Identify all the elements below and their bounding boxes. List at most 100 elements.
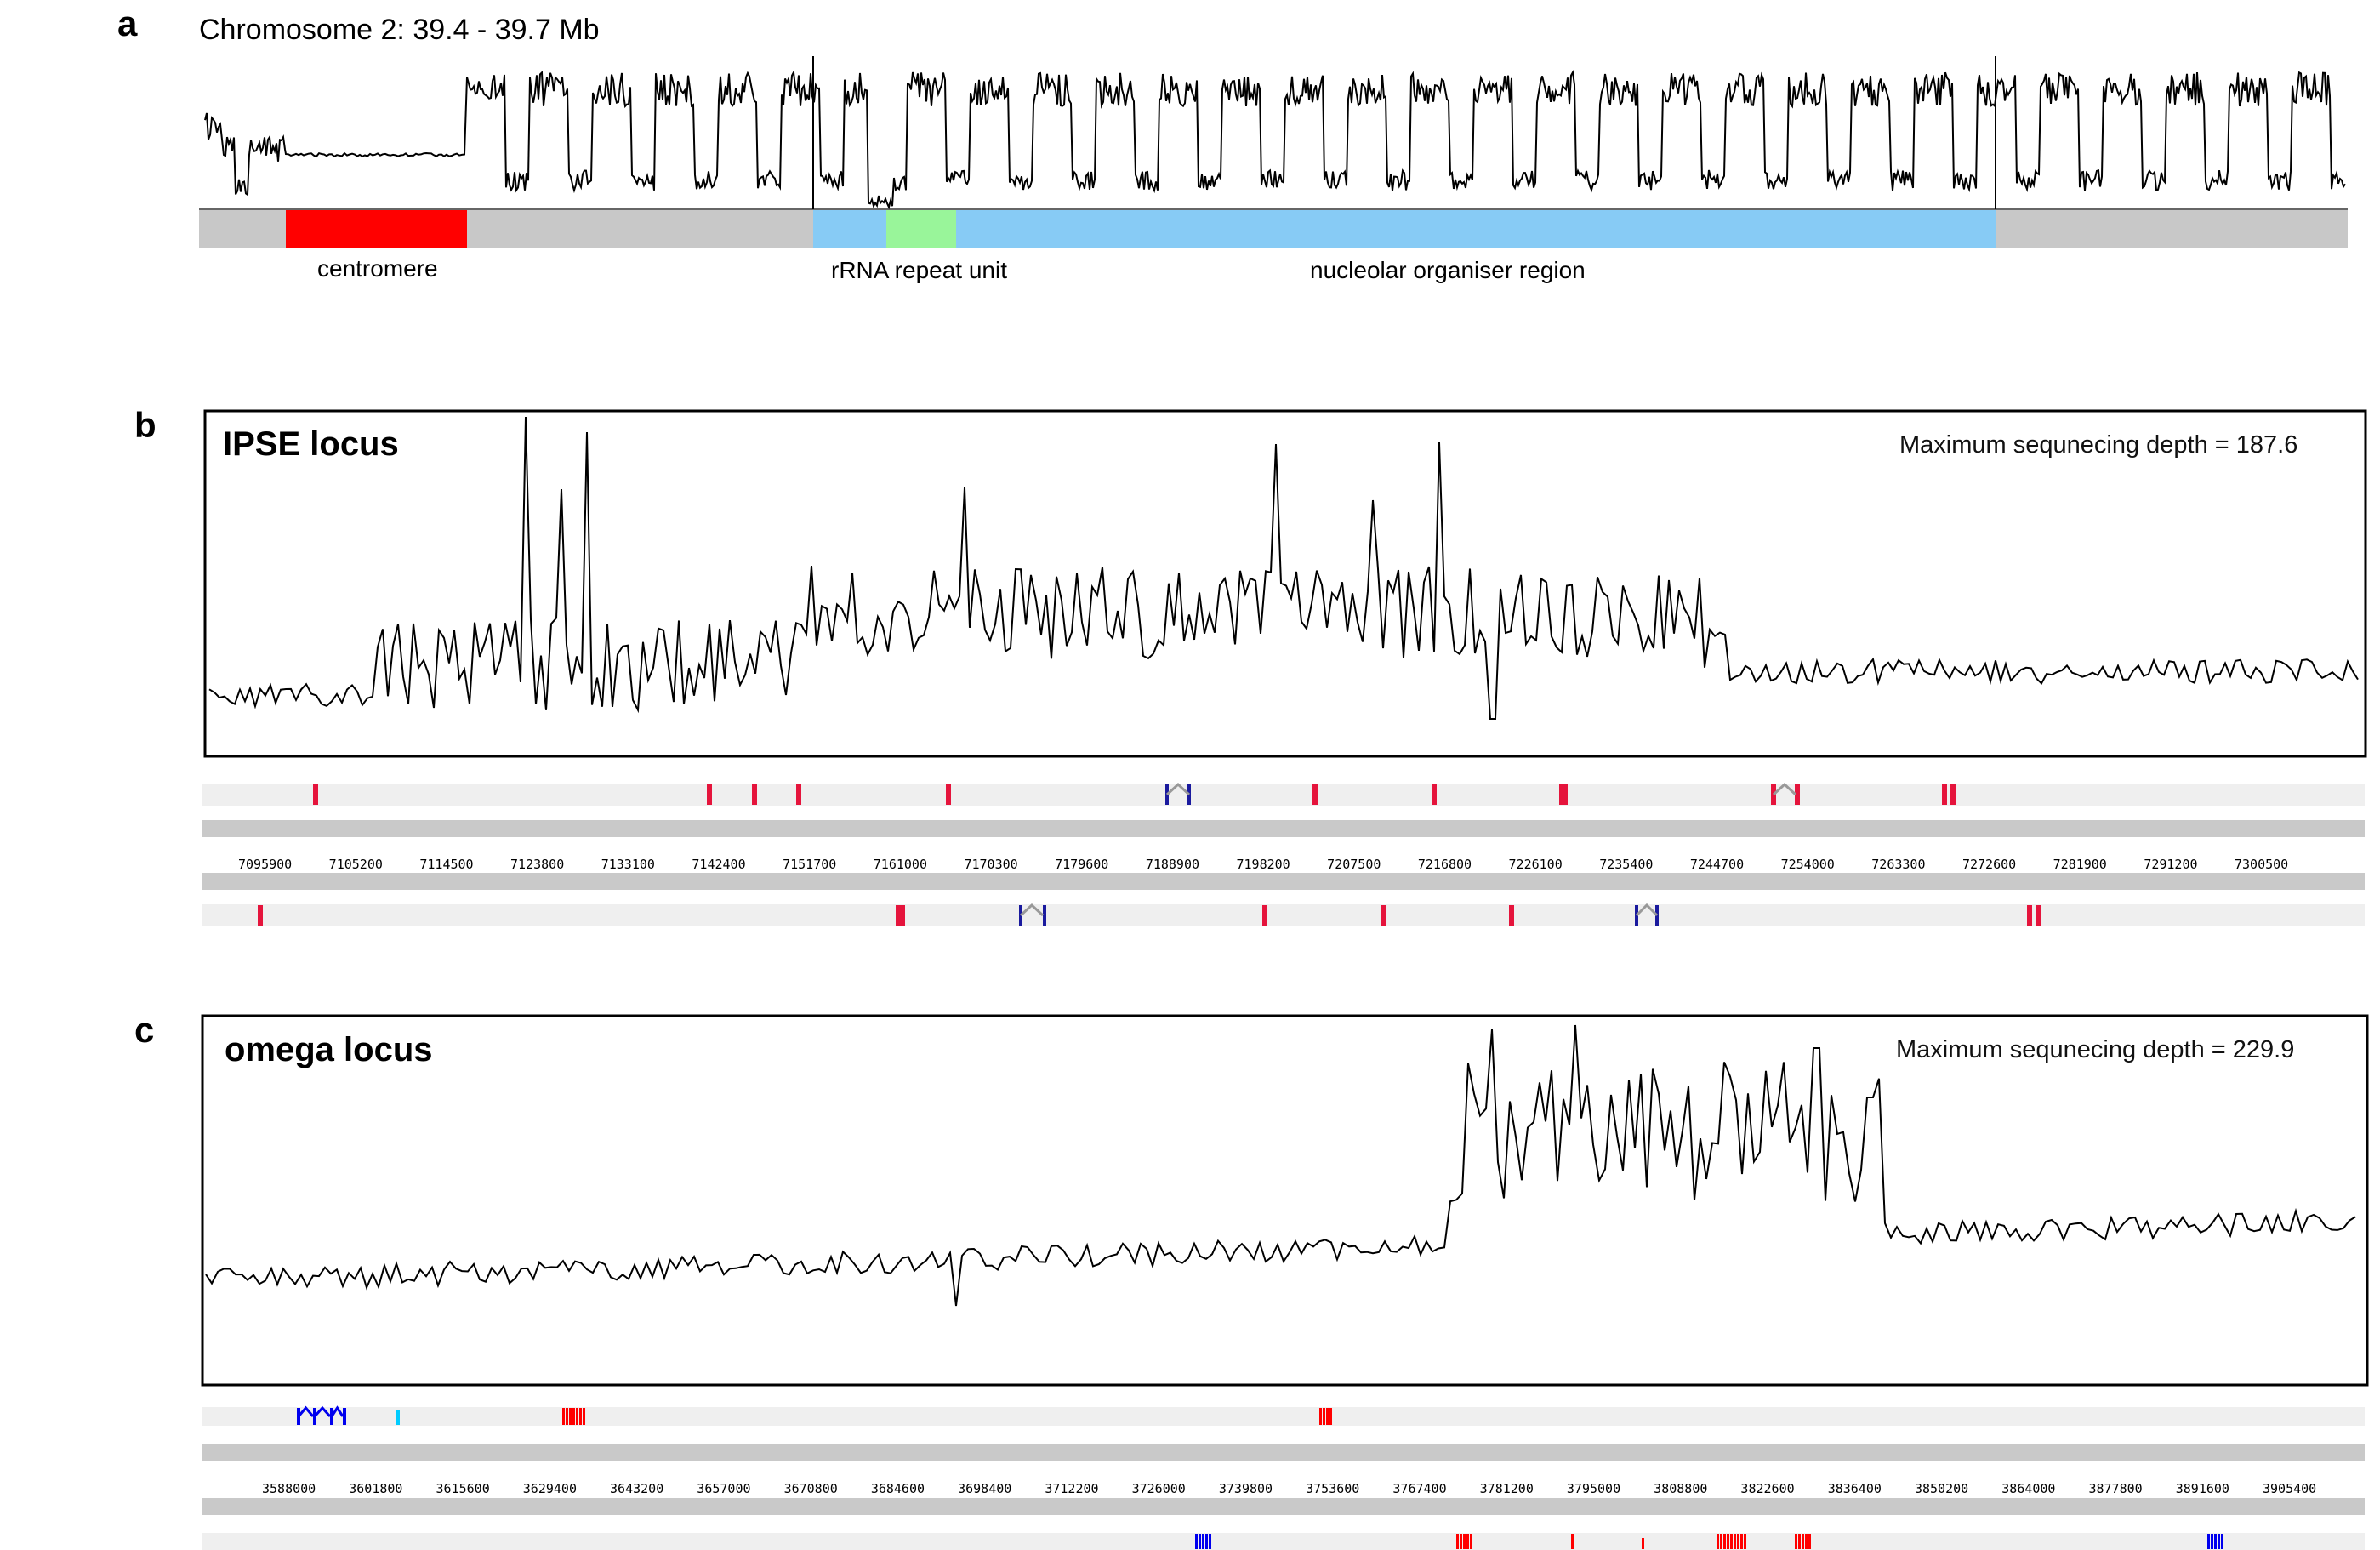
gene-exon — [2214, 1534, 2217, 1549]
omega-gene-track-bottom — [202, 1533, 2365, 1550]
rrna-unit-region — [886, 209, 956, 248]
ipse-tick-label: 7105200 — [328, 857, 383, 872]
omega-tick-label: 3643200 — [610, 1481, 664, 1496]
omega-tick-label: 3850200 — [1914, 1481, 1969, 1496]
ipse-tick-label: 7207500 — [1327, 857, 1381, 872]
omega-tick-label: 3781200 — [1479, 1481, 1534, 1496]
omega-gene-track-top — [202, 1407, 2365, 1426]
gene-exon — [1563, 784, 1568, 805]
ipse-tick-label: 7114500 — [419, 857, 474, 872]
gene-exon — [1470, 1534, 1472, 1549]
gene-exon — [2027, 905, 2032, 926]
gene-exon — [1205, 1534, 1208, 1549]
coverage-line-ipse — [208, 416, 2359, 720]
gene-exon — [1950, 784, 1956, 805]
gene-exon — [946, 784, 951, 805]
ipse-tick-label: 7300500 — [2235, 857, 2289, 872]
ipse-gene-track-top — [202, 784, 2365, 806]
ipse-tick-label: 7244700 — [1689, 857, 1745, 872]
gene-intron — [297, 1405, 315, 1417]
ipse-tick-label: 7170300 — [964, 857, 1018, 872]
gene-exon — [1195, 1534, 1198, 1549]
ipse-tick-label: 7161000 — [873, 857, 927, 872]
gene-exon — [1509, 905, 1514, 926]
gene-exon — [1805, 1534, 1808, 1549]
rrna-label: rRNA repeat unit — [831, 257, 1007, 283]
omega-ruler-bar-top — [202, 1444, 2365, 1461]
omega-tick-label: 3684600 — [870, 1481, 925, 1496]
gene-exon — [1329, 1408, 1332, 1425]
omega-tick-label: 3698400 — [958, 1481, 1012, 1496]
gene-intron — [1165, 782, 1191, 796]
ipse-tick-label: 7095900 — [238, 857, 293, 872]
gene-exon — [2218, 1534, 2220, 1549]
gene-exon — [1734, 1534, 1736, 1549]
gene-exon — [343, 1408, 346, 1425]
gene-exon — [1942, 784, 1947, 805]
ipse-gene-marks — [258, 782, 2041, 926]
ipse-tick-label: 7272600 — [1962, 857, 2017, 872]
omega-gene-marks — [297, 1405, 2223, 1549]
omega-tick-label: 3629400 — [522, 1481, 577, 1496]
ipse-tick-label: 7235400 — [1599, 857, 1654, 872]
coverage-line-omega — [205, 1024, 2356, 1307]
gene-exon — [566, 1408, 568, 1425]
ipse-tick-label: 7291200 — [2144, 857, 2198, 872]
gene-intron — [313, 1405, 332, 1418]
omega-tick-label: 3588000 — [262, 1481, 316, 1496]
gene-exon — [579, 1408, 582, 1425]
omega-tick-label: 3877800 — [2088, 1481, 2143, 1496]
gene-exon — [900, 905, 905, 926]
gene-exon — [562, 1408, 565, 1425]
gene-exon — [796, 784, 801, 805]
ipse-tick-label: 7151700 — [783, 857, 837, 872]
ipse-tick-label: 7179600 — [1055, 857, 1109, 872]
gene-exon — [1720, 1534, 1722, 1549]
ipse-tick-label: 7216800 — [1417, 857, 1472, 872]
ipse-tick-label: 7123800 — [510, 857, 565, 872]
gene-exon — [1456, 1534, 1459, 1549]
centromere-region — [286, 209, 467, 248]
gene-exon — [1798, 1534, 1801, 1549]
ipse-tick-label: 7142400 — [692, 857, 746, 872]
gene-exon — [576, 1408, 578, 1425]
omega-tick-label: 3864000 — [2001, 1481, 2056, 1496]
omega-tick-label: 3905400 — [2263, 1481, 2317, 1496]
gene-exon — [1571, 1534, 1574, 1549]
gene-exon — [1737, 1534, 1739, 1549]
omega-tick-label: 3808800 — [1654, 1481, 1708, 1496]
gene-exon — [1312, 784, 1318, 805]
ipse-max-depth: Maximum sequnecing depth = 187.6 — [1899, 431, 2298, 459]
ipse-tick-label: 7263300 — [1871, 857, 1926, 872]
omega-tick-label: 3670800 — [783, 1481, 838, 1496]
ipse-tick-label: 7226100 — [1508, 857, 1563, 872]
gene-exon — [1559, 784, 1564, 805]
gene-exon — [1319, 1408, 1322, 1425]
panel-b-letter: b — [134, 405, 157, 445]
centromere-label: centromere — [317, 255, 438, 282]
gene-exon — [707, 784, 712, 805]
omega-tick-label: 3891600 — [2175, 1481, 2229, 1496]
gene-exon — [1381, 905, 1386, 926]
omega-tick-label: 3726000 — [1131, 1481, 1186, 1496]
gene-exon — [572, 1408, 575, 1425]
gene-exon — [2211, 1534, 2213, 1549]
gene-exon — [1466, 1534, 1469, 1549]
ipse-tick-label: 7254000 — [1780, 857, 1835, 872]
gene-intron — [1772, 782, 1797, 796]
gene-exon — [583, 1408, 585, 1425]
omega-tick-label: 3712200 — [1045, 1481, 1099, 1496]
gene-exon — [1717, 1534, 1719, 1549]
coverage-line-a — [204, 69, 2346, 210]
omega-tick-label: 3836400 — [1827, 1481, 1882, 1496]
gene-exon — [313, 784, 318, 805]
gene-exon — [1727, 1534, 1729, 1549]
omega-tick-label: 3795000 — [1566, 1481, 1621, 1496]
ipse-ruler-bar-top — [202, 820, 2365, 837]
omega-ruler-bar-bottom — [202, 1498, 2365, 1515]
ipse-tick-label: 7281900 — [2053, 857, 2107, 872]
gene-exon — [1262, 905, 1267, 926]
gene-exon — [1323, 1408, 1325, 1425]
gene-exon — [1199, 1534, 1201, 1549]
